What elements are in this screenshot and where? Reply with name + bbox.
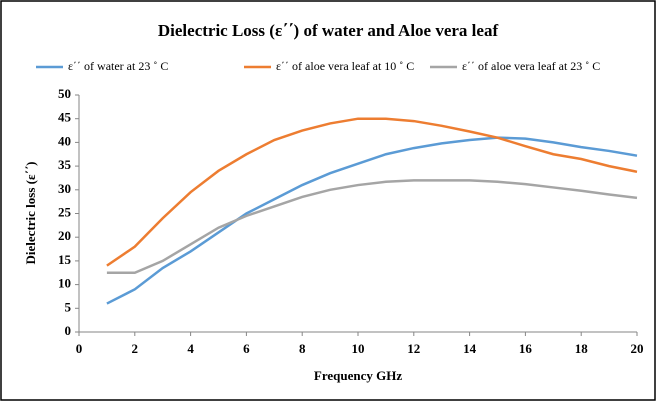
y-tick-label: 0 (65, 323, 72, 338)
legend-label: ε΄΄ of water at 23 ˚ C (68, 59, 168, 73)
x-tick-label: 2 (132, 341, 139, 356)
series-line (106, 136, 638, 305)
x-tick-label: 20 (631, 341, 644, 356)
series-line (106, 179, 638, 274)
x-tick-label: 12 (407, 341, 420, 356)
y-tick-label: 50 (58, 86, 71, 101)
x-tick-label: 6 (243, 341, 250, 356)
x-tick-label: 4 (187, 341, 194, 356)
x-tick-label: 16 (519, 341, 533, 356)
legend-label: ε΄΄ of aloe vera leaf at 23 ˚ C (462, 59, 600, 73)
y-axis-label: Dielectric loss (ε΄΄) (23, 161, 38, 264)
y-tick-label: 35 (58, 157, 72, 172)
legend-label: ε΄΄ of aloe vera leaf at 10 ˚ C (276, 59, 414, 73)
chart-title: Dielectric Loss (ε΄΄) of water and Aloe … (158, 21, 499, 40)
y-tick-label: 10 (58, 276, 71, 291)
y-tick-label: 20 (58, 228, 71, 243)
x-axis-label: Frequency GHz (314, 368, 402, 383)
x-tick-label: 0 (76, 341, 83, 356)
x-tick-label: 18 (575, 341, 589, 356)
series-line (106, 117, 638, 267)
x-tick-label: 10 (352, 341, 365, 356)
y-tick-label: 45 (58, 110, 72, 125)
x-tick-label: 8 (299, 341, 306, 356)
y-tick-label: 25 (58, 204, 72, 219)
y-tick-label: 5 (65, 299, 72, 314)
y-tick-label: 30 (58, 181, 71, 196)
y-tick-label: 15 (58, 252, 72, 267)
x-tick-label: 14 (463, 341, 477, 356)
y-tick-label: 40 (58, 133, 71, 148)
